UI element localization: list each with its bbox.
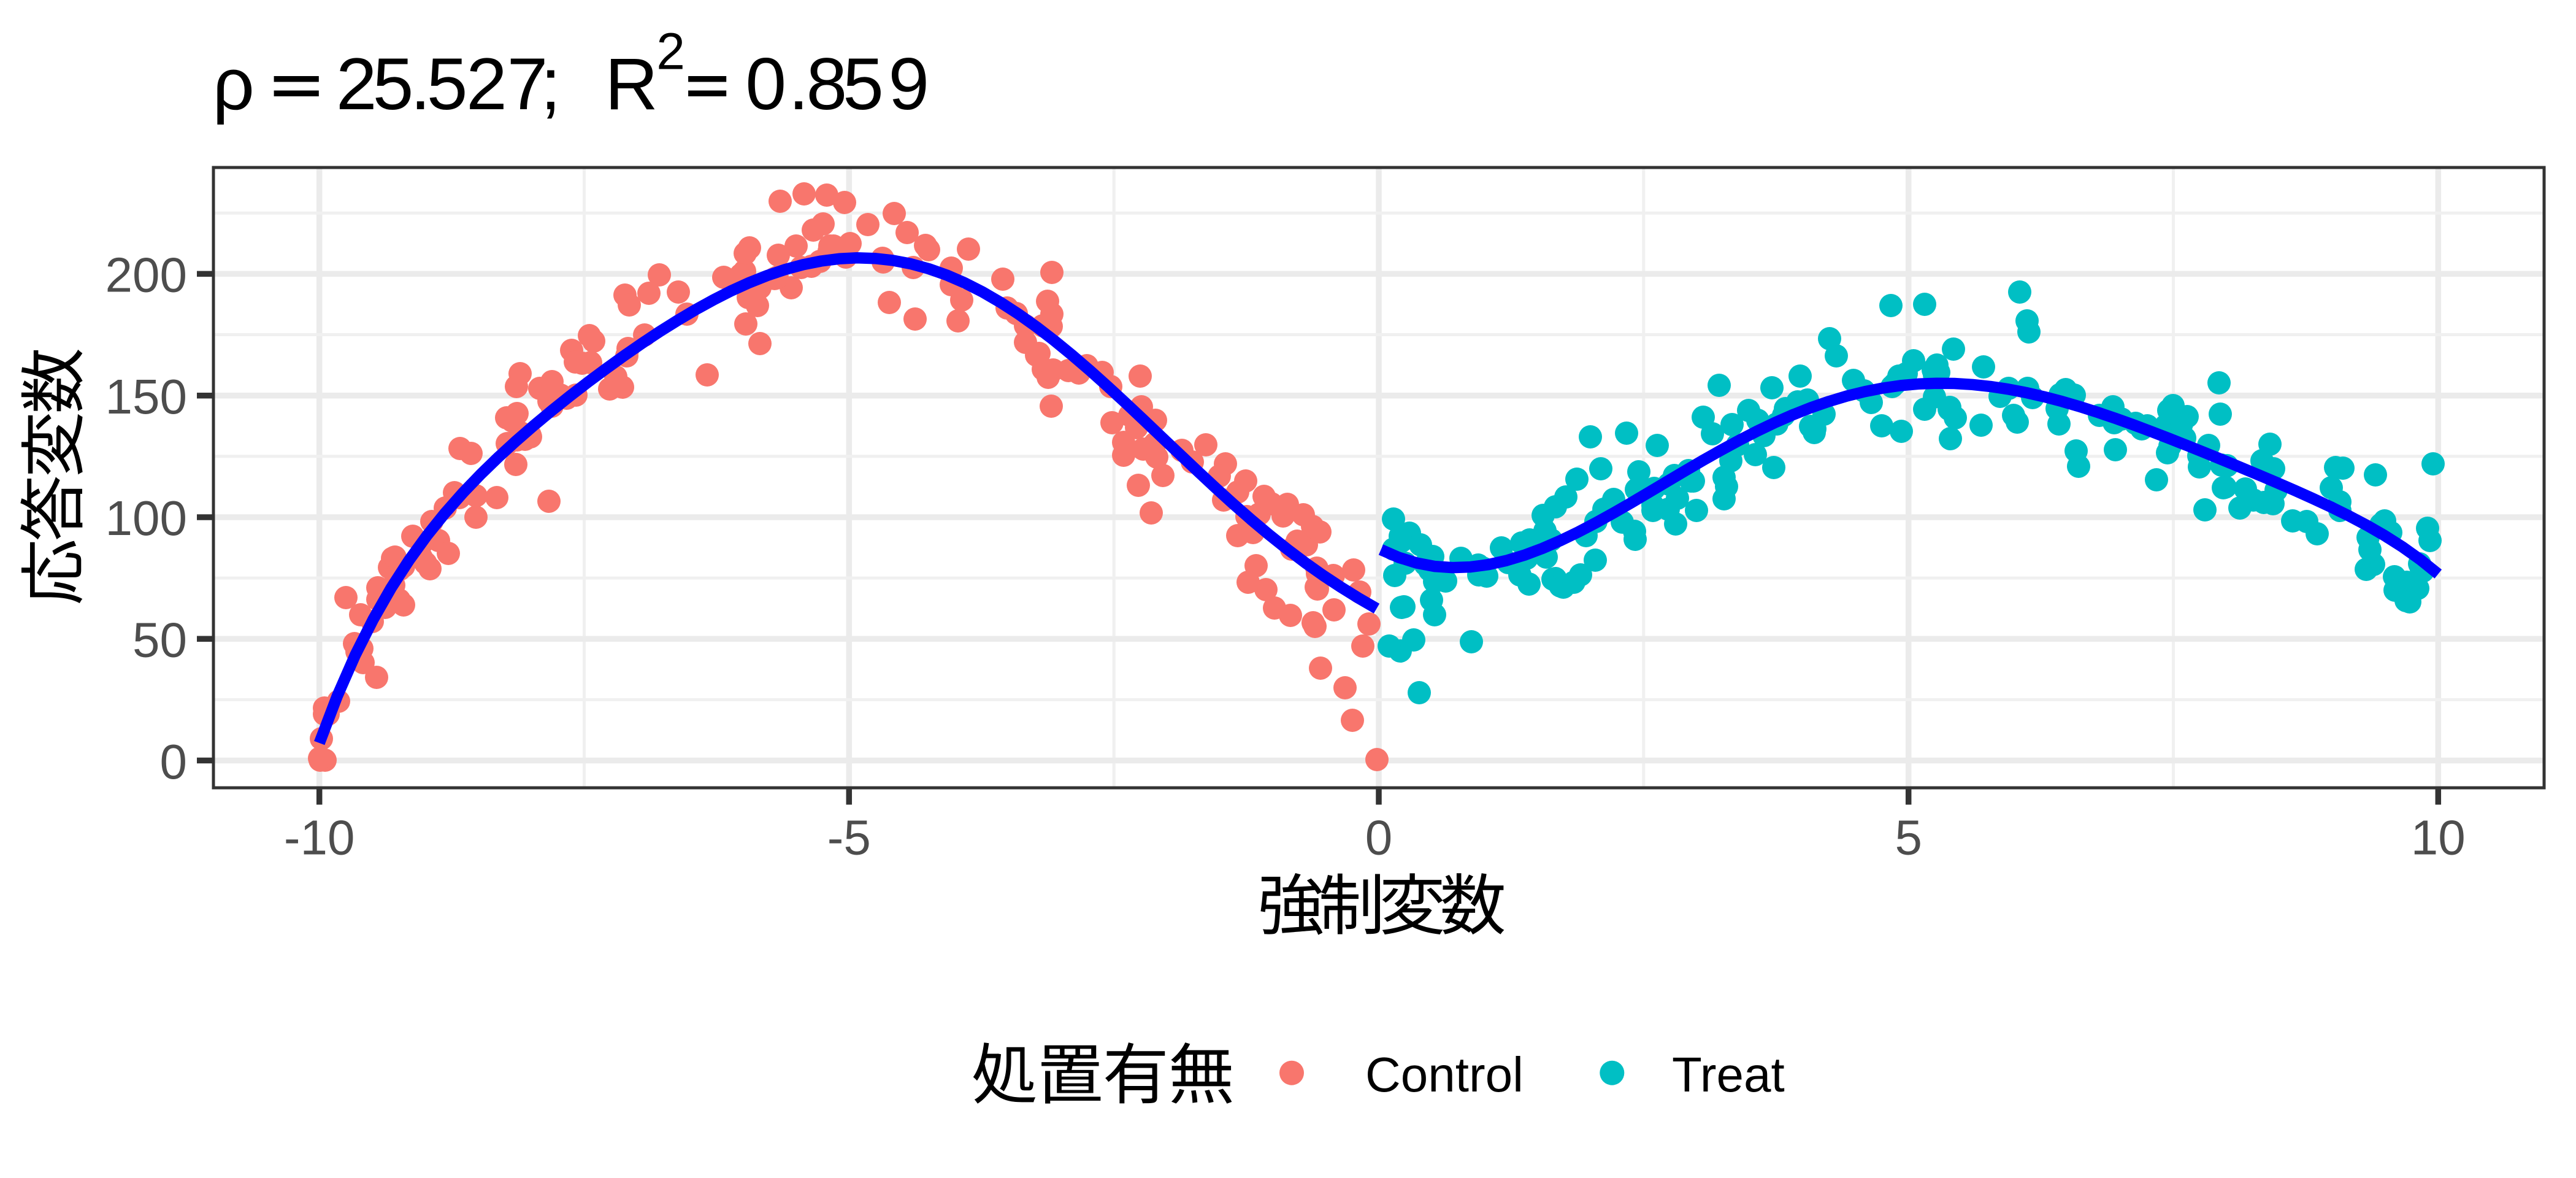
svg-text:0: 0 <box>1365 810 1393 865</box>
svg-text:10: 10 <box>2411 810 2466 865</box>
svg-text:Treat: Treat <box>1672 1047 1785 1102</box>
svg-text:-5: -5 <box>827 810 871 865</box>
svg-text:-10: -10 <box>284 810 355 865</box>
svg-text:5: 5 <box>1895 810 1922 865</box>
svg-text:50: 50 <box>132 613 187 668</box>
svg-text:ρ: ρ <box>213 43 255 125</box>
svg-text:Control: Control <box>1365 1047 1524 1102</box>
svg-text:200: 200 <box>105 248 187 302</box>
svg-text:0: 0 <box>160 734 188 789</box>
svg-text:100: 100 <box>105 491 187 545</box>
svg-text:150: 150 <box>105 369 187 424</box>
